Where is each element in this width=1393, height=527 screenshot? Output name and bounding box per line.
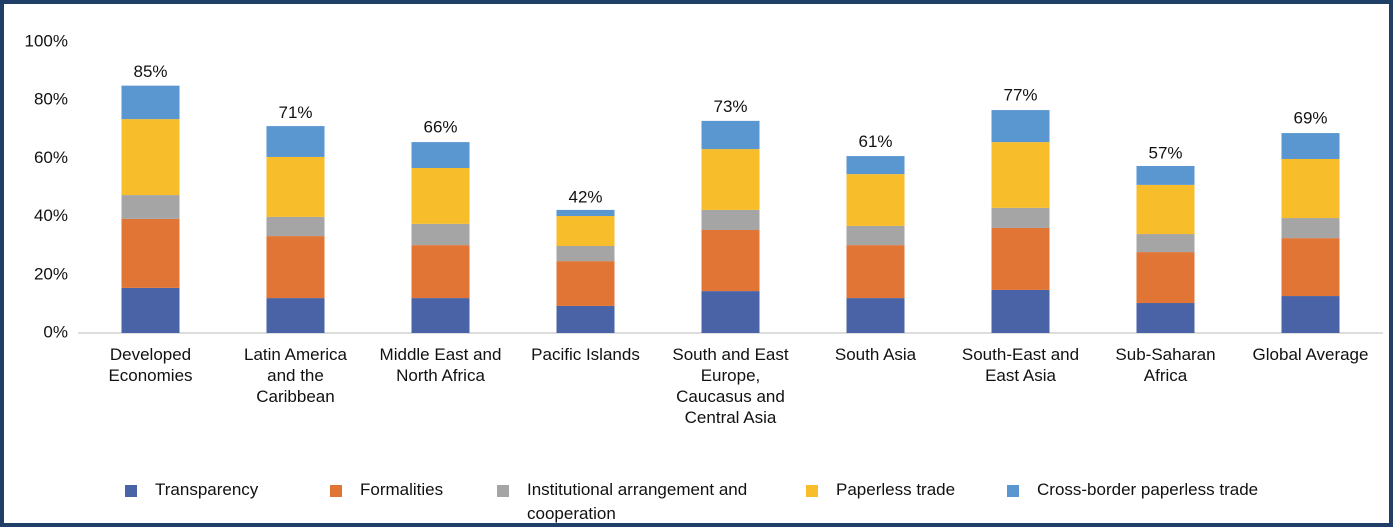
x-tick-label: Global Average xyxy=(1253,345,1369,364)
legend-swatch xyxy=(806,485,818,497)
bar-segment xyxy=(411,168,470,224)
bar-segment xyxy=(121,119,180,196)
total-label: 73% xyxy=(713,97,747,116)
bar-segment xyxy=(1281,238,1340,297)
bar-segment xyxy=(846,225,905,246)
bar-segment xyxy=(991,110,1050,143)
legend-label: Institutional arrangement and cooperation xyxy=(527,480,747,523)
total-label: 61% xyxy=(858,132,892,151)
y-tick-label: 40% xyxy=(34,206,68,225)
bar-segment xyxy=(411,223,470,246)
total-label: 85% xyxy=(133,62,167,81)
bar-segment xyxy=(1281,158,1340,219)
bar-segment xyxy=(266,126,325,157)
bar-segment xyxy=(991,142,1050,208)
x-tick-label: South and East Europe, Caucasus and Central… xyxy=(672,345,789,427)
total-label: 77% xyxy=(1003,85,1037,104)
total-label: 42% xyxy=(568,187,602,206)
bar-segment xyxy=(846,245,905,299)
bar-segment xyxy=(991,227,1050,290)
bar-segment xyxy=(701,229,760,292)
bar-segment xyxy=(1281,133,1340,159)
bar-segment xyxy=(556,261,615,306)
x-tick-label: South Asia xyxy=(835,345,917,364)
bar-segment xyxy=(991,207,1050,228)
total-label: 71% xyxy=(278,103,312,122)
y-tick-label: 80% xyxy=(34,90,68,109)
total-label: 69% xyxy=(1293,109,1327,128)
bar-segment xyxy=(121,218,180,288)
bar-segment xyxy=(1136,234,1195,253)
bar-segment xyxy=(266,156,325,217)
legend-swatch xyxy=(1007,485,1019,497)
legend-label: Formalities xyxy=(360,480,443,499)
bar-segment xyxy=(411,298,470,333)
x-tick-label: Pacific Islands xyxy=(531,345,640,364)
total-label: 57% xyxy=(1148,144,1182,163)
bar-segment xyxy=(991,289,1050,333)
legend-label: Paperless trade xyxy=(836,480,955,499)
bar-segment xyxy=(701,209,760,230)
x-tick-label: Latin America and the Caribbean xyxy=(244,345,348,406)
total-label: 66% xyxy=(423,117,457,136)
legend-swatch xyxy=(497,485,509,497)
bar-segment xyxy=(121,195,180,219)
bar-segment xyxy=(411,142,470,169)
bar-segment xyxy=(121,287,180,333)
bar-segment xyxy=(846,156,905,175)
x-tick-label: Developed Economies xyxy=(108,345,192,385)
legend-swatch xyxy=(330,485,342,497)
x-tick-label: Sub-Saharan Africa xyxy=(1115,345,1215,385)
bar-segment xyxy=(846,174,905,226)
bar-segment xyxy=(1136,252,1195,304)
bar-segment xyxy=(556,216,615,246)
bar-segment xyxy=(121,85,180,120)
bar-segment xyxy=(1136,165,1195,185)
bar-segment xyxy=(1281,218,1340,239)
y-tick-label: 20% xyxy=(34,264,68,283)
bar-segment xyxy=(266,216,325,237)
bar-segment xyxy=(701,120,760,150)
bar-segment xyxy=(1136,303,1195,333)
bar-segment xyxy=(701,291,760,333)
x-tick-label: Middle East and North Africa xyxy=(380,345,502,385)
y-tick-label: 100% xyxy=(25,31,68,50)
bar-segment xyxy=(556,209,615,217)
bar-segment xyxy=(411,245,470,299)
bar-segment xyxy=(1281,296,1340,333)
bar-segment xyxy=(556,245,615,262)
legend-label: Cross-border paperless trade xyxy=(1037,480,1258,499)
y-tick-label: 60% xyxy=(34,148,68,167)
legend-swatch xyxy=(125,485,137,497)
bar-segment xyxy=(846,298,905,333)
bar-segment xyxy=(1136,184,1195,235)
bar-segment xyxy=(701,149,760,210)
y-tick-label: 0% xyxy=(43,322,68,341)
bar-segment xyxy=(266,236,325,299)
x-tick-label: South-East and East Asia xyxy=(962,345,1079,385)
legend-label: Transparency xyxy=(155,480,259,499)
bar-segment xyxy=(556,305,615,333)
bar-segment xyxy=(266,298,325,333)
